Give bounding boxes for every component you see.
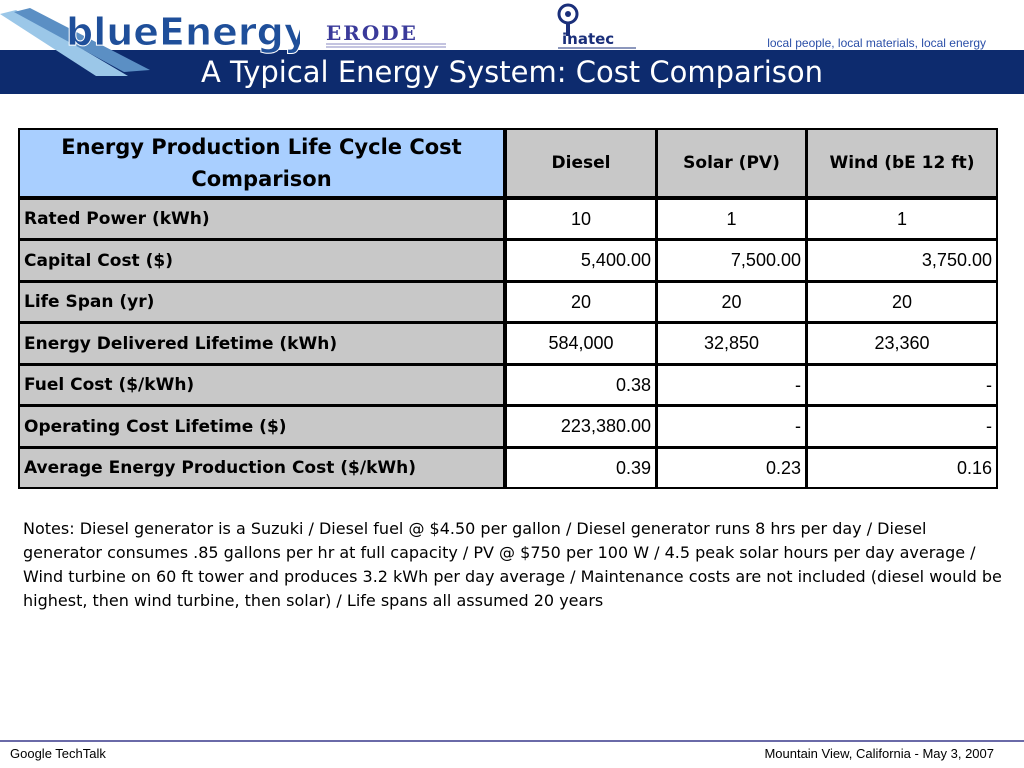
erode-logo-text: ERODE — [326, 22, 418, 45]
logo-swoosh-dark — [14, 8, 150, 72]
logo-text: blueEnergy — [66, 10, 300, 54]
table-cell: - — [808, 407, 996, 446]
footer-event: Google TechTalk — [10, 746, 106, 761]
cost-comparison-table: Energy Production Life Cycle Cost Compar… — [18, 128, 998, 489]
table-cell: 584,000 — [507, 324, 655, 363]
row-label-life-span: Life Span (yr) — [20, 283, 503, 321]
row-label-fuel-cost: Fuel Cost ($/kWh) — [20, 366, 503, 404]
inatec-gear-hub — [565, 11, 571, 17]
column-header-wind: Wind (bE 12 ft) — [808, 130, 996, 196]
column-header-diesel: Diesel — [507, 130, 655, 196]
logo-swoosh-light — [0, 10, 128, 76]
inatec-stem — [566, 22, 570, 36]
table-cell: - — [808, 366, 996, 404]
table-cell: 0.38 — [507, 366, 655, 404]
inatec-logo: inatec — [557, 3, 636, 49]
table-cell: 7,500.00 — [658, 241, 805, 280]
tagline: local people, local materials, local ene… — [767, 36, 986, 50]
page-title: A Typical Energy System: Cost Comparison — [200, 55, 824, 89]
table-cell: - — [658, 407, 805, 446]
row-label-operating-cost: Operating Cost Lifetime ($) — [20, 407, 503, 446]
erode-logo: ERODE — [326, 22, 446, 48]
footer-location-date: Mountain View, California - May 3, 2007 — [764, 746, 994, 761]
table-cell: 23,360 — [808, 324, 996, 363]
table-cell: 1 — [658, 200, 805, 238]
table-cell: 10 — [507, 200, 655, 238]
blueenergy-logo: blueEnergy — [0, 8, 300, 76]
table-cell: 0.16 — [808, 449, 996, 487]
row-label-energy-delivered: Energy Delivered Lifetime (kWh) — [20, 324, 503, 363]
table-cell: 0.39 — [507, 449, 655, 487]
row-label-average-cost: Average Energy Production Cost ($/kWh) — [20, 449, 503, 487]
table-cell: 0.23 — [658, 449, 805, 487]
table-corner-header: Energy Production Life Cycle Cost Compar… — [20, 130, 503, 196]
table-cell: 5,400.00 — [507, 241, 655, 280]
table-cell: - — [658, 366, 805, 404]
table-cell: 223,380.00 — [507, 407, 655, 446]
row-label-rated-power: Rated Power (kWh) — [20, 200, 503, 238]
table-cell: 20 — [808, 283, 996, 321]
title-bar — [0, 50, 1024, 94]
table-cell: 1 — [808, 200, 996, 238]
table-cell: 20 — [658, 283, 805, 321]
footer-divider — [0, 740, 1024, 742]
table-cell: 3,750.00 — [808, 241, 996, 280]
row-label-capital-cost: Capital Cost ($) — [20, 241, 503, 280]
column-header-solar: Solar (PV) — [658, 130, 805, 196]
notes-paragraph: Notes: Diesel generator is a Suzuki / Di… — [23, 519, 1002, 610]
table-cell: 32,850 — [658, 324, 805, 363]
table-cell: 20 — [507, 283, 655, 321]
inatec-logo-text: inatec — [562, 30, 614, 48]
